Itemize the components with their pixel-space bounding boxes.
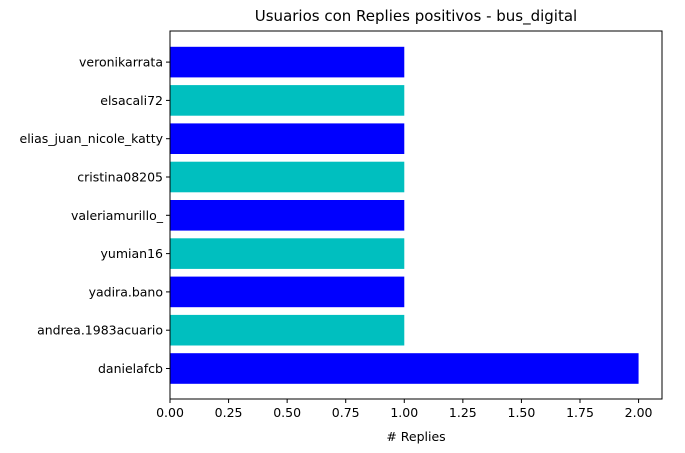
y-tick-label: cristina08205 <box>77 170 163 185</box>
bar-andrea.1983acuario <box>170 314 405 346</box>
x-axis-label: # Replies <box>386 429 445 444</box>
bar-yumian16 <box>170 238 405 269</box>
x-tick-label: 1.25 <box>449 405 477 420</box>
bar-elias_juan_nicole_katty <box>170 123 405 154</box>
x-tick-label: 0.50 <box>273 405 301 420</box>
bar-cristina08205 <box>170 161 405 193</box>
y-tick-label: andrea.1983acuario <box>37 323 163 338</box>
bar-yadira.bano <box>170 276 405 308</box>
y-tick-label: yumian16 <box>101 246 164 261</box>
x-tick-label: 1.75 <box>566 405 594 420</box>
bar-elsacali72 <box>170 85 405 116</box>
y-tick-label: yadira.bano <box>89 284 163 299</box>
x-tick-label: 1.50 <box>508 405 536 420</box>
bar-veronikarrata <box>170 46 405 78</box>
chart-title: Usuarios con Replies positivos - bus_dig… <box>255 7 577 26</box>
plot-frame <box>169 30 663 400</box>
bar-valeriamurillo_ <box>170 200 405 231</box>
x-tick-label: 0.75 <box>332 405 360 420</box>
x-tick-label: 1.00 <box>390 405 418 420</box>
y-tick-label: valeriamurillo_ <box>71 208 164 223</box>
x-tick-label: 0.25 <box>215 405 243 420</box>
y-tick-label: elias_juan_nicole_katty <box>20 131 164 146</box>
bars-group <box>170 46 639 384</box>
y-tick-label: veronikarrata <box>79 55 163 70</box>
x-tick-label: 0.00 <box>156 405 184 420</box>
x-tick-label: 2.00 <box>625 405 653 420</box>
y-tick-label: elsacali72 <box>100 93 163 108</box>
x-axis-ticks: 0.00 0.25 0.50 0.75 1.00 1.25 1.50 1.75 2.00 <box>156 399 653 420</box>
y-axis-ticks: danielafcb andrea.1983acuario yadira.bano y… <box>20 55 170 376</box>
bar-danielafcb <box>170 353 639 384</box>
y-tick-label: danielafcb <box>98 361 163 376</box>
